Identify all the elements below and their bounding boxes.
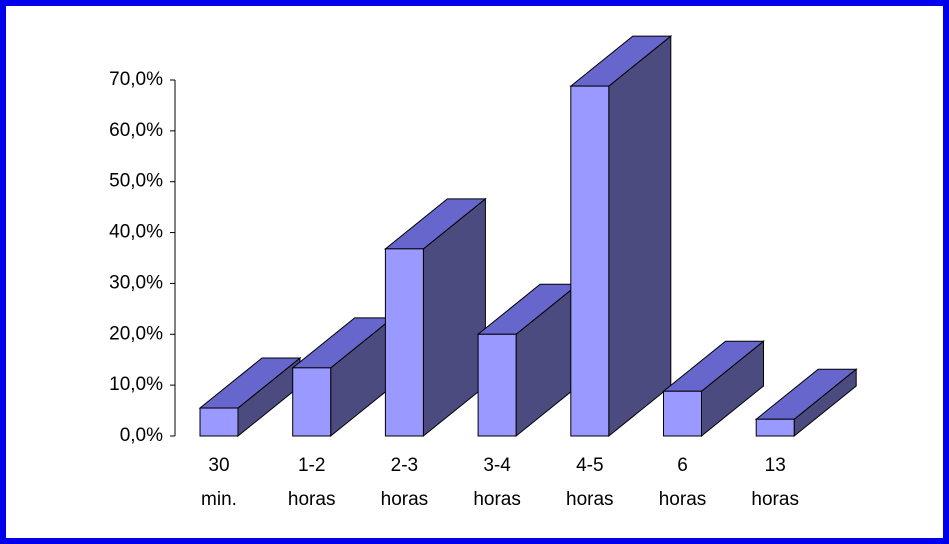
bar xyxy=(477,333,517,437)
y-tick-label: 30,0% xyxy=(109,272,163,293)
x-tick-label: 30 min. xyxy=(201,455,237,510)
bar xyxy=(663,390,702,437)
x-tick-label-line: 3-4 xyxy=(483,455,511,476)
x-tick-label: 4-5 horas xyxy=(566,455,614,510)
x-tick-label-line: 2-3 xyxy=(391,455,418,476)
x-tick-label-line: 1-2 xyxy=(298,455,325,476)
x-tick-label: 6 horas xyxy=(659,455,707,510)
x-tick-label-line: horas xyxy=(288,489,336,510)
y-tick-label: 40,0% xyxy=(109,222,163,243)
x-tick-label-line: 13 xyxy=(765,455,786,476)
x-tick-label: 1-2 horas xyxy=(288,455,336,510)
y-tick-label: 20,0% xyxy=(109,323,163,344)
y-tick-label: 0,0% xyxy=(120,425,163,446)
x-tick-label-line: horas xyxy=(751,489,799,510)
bar xyxy=(292,367,332,437)
x-tick-label-line: 30 xyxy=(208,455,229,476)
y-tick-label: 70,0% xyxy=(109,69,163,90)
x-tick-label-line: 4-5 xyxy=(576,455,603,476)
x-tick-label-line: horas xyxy=(566,489,614,510)
x-tick-label-line: horas xyxy=(659,489,707,510)
y-tick-label: 60,0% xyxy=(109,120,163,141)
x-tick-label-line: horas xyxy=(473,489,521,510)
x-tick-label-line: min. xyxy=(201,489,237,510)
bar xyxy=(570,85,610,437)
bar xyxy=(384,248,424,437)
x-tick-label: 13 horas xyxy=(751,455,799,510)
x-tick-label: 3-4 horas xyxy=(473,455,521,510)
x-tick-label-line: horas xyxy=(381,489,429,510)
bar xyxy=(199,407,239,437)
y-tick-label: 50,0% xyxy=(109,171,163,192)
y-tick-label: 10,0% xyxy=(109,374,163,395)
bar-side xyxy=(608,35,672,438)
bar xyxy=(755,418,795,437)
x-tick-label-line: 6 xyxy=(677,455,688,476)
x-tick-label: 2-3 horas xyxy=(381,455,429,510)
